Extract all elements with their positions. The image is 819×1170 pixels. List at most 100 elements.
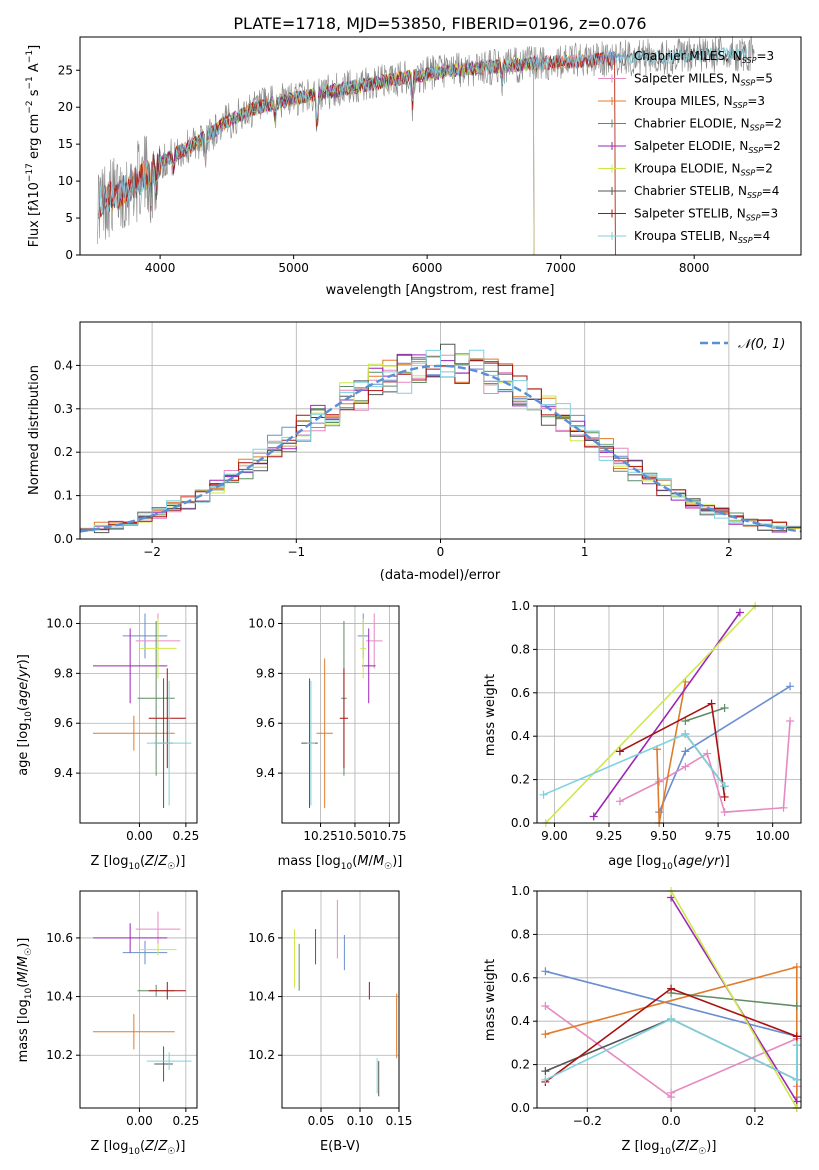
weight-age-yticks: 0.0 0.2 0.4 0.6 0.8 1.0 xyxy=(511,599,537,830)
y-tick-label: 0.4 xyxy=(511,729,530,743)
mass-z-marks xyxy=(93,911,192,1082)
y-tick-label: 0.4 xyxy=(511,1014,530,1028)
age-mass-yticks: 9.4 9.6 9.8 10.0 xyxy=(248,616,282,780)
x-tick-label: 9.75 xyxy=(705,829,732,843)
weight-point-salpeter-miles xyxy=(541,1002,550,1011)
y-tick-label: 5 xyxy=(65,211,73,225)
weight-point-chabrier-stelib xyxy=(541,1067,550,1076)
weight-z-yticks: 0.0 0.2 0.4 0.6 0.8 1.0 xyxy=(511,884,537,1115)
age-z-grid xyxy=(80,606,197,823)
spectrum-panel: 4000 5000 6000 7000 8000 0 5 10 15 20 25 waveleng… xyxy=(25,35,802,298)
x-tick-label: 9.00 xyxy=(541,829,568,843)
y-tick-label: 0.0 xyxy=(54,532,73,546)
y-tick-label: 25 xyxy=(58,63,73,77)
age-z-frame xyxy=(79,605,198,824)
weight-point-kroupa-stelib xyxy=(720,782,729,791)
weight-point-chabrier-elodie xyxy=(792,1002,801,1011)
residuals-xticks: −2 −1 0 1 2 xyxy=(143,539,733,559)
age-mass-grid xyxy=(282,606,399,823)
weight-age-marks xyxy=(539,602,795,827)
y-tick-label: 10.4 xyxy=(248,990,275,1004)
residuals-ylabel: Normed distribution xyxy=(27,365,42,495)
x-tick-label: −1 xyxy=(287,545,305,559)
weight-point-chabrier-miles xyxy=(681,747,690,756)
x-tick-label: 8000 xyxy=(679,261,710,275)
x-tick-label: 9.50 xyxy=(650,829,677,843)
y-tick-label: 10.2 xyxy=(46,1048,73,1062)
figure-title: PLATE=1718, MJD=53850, FIBERID=0196, z=0… xyxy=(233,14,646,33)
weight-line-kroupa-stelib xyxy=(545,1018,798,1082)
y-tick-label: 9.8 xyxy=(54,666,73,680)
spectrum-xticks: 4000 5000 6000 7000 8000 xyxy=(145,255,710,275)
y-tick-label: 0.3 xyxy=(54,402,73,416)
mass-z-frame xyxy=(79,890,198,1109)
mass-vs-metallicity-panel: 0.00 0.25 10.2 10.4 10.6 Z [log10(Z/Z☉)] ma… xyxy=(16,890,199,1157)
spectrum-marks xyxy=(97,35,755,256)
histogram-kroupa-stelib xyxy=(79,349,801,539)
y-tick-label: 0.2 xyxy=(511,773,530,787)
x-tick-label: 9.25 xyxy=(596,829,623,843)
weight-z-ylabel: mass weight xyxy=(483,959,498,1041)
weight-point-kroupa-stelib xyxy=(792,1075,801,1084)
spectrum-frame xyxy=(79,36,802,256)
y-tick-label: 1.0 xyxy=(511,599,530,613)
weight-point-salpeter-elodie xyxy=(735,608,744,617)
y-tick-label: 0 xyxy=(65,248,73,262)
weight-line-kroupa-elodie xyxy=(545,605,756,824)
weight-point-salpeter-elodie xyxy=(589,812,598,821)
age-vs-metallicity-panel: 0.00 0.25 9.4 9.6 9.8 10.0 Z [log10(Z/Z☉)] a… xyxy=(16,605,199,872)
weight-point-salpeter-miles xyxy=(667,1088,676,1097)
weight-line-kroupa-elodie xyxy=(670,890,798,1109)
weight-point-salpeter-miles xyxy=(720,808,729,817)
age-mass-marks xyxy=(301,613,383,809)
weight-line-chabrier-elodie xyxy=(685,707,725,722)
weight-point-salpeter-miles xyxy=(779,803,788,812)
weight-point-salpeter-stelib xyxy=(707,699,716,708)
x-tick-label: −2 xyxy=(143,545,161,559)
x-tick-label: 5000 xyxy=(278,261,309,275)
y-tick-label: 0.2 xyxy=(511,1058,530,1072)
weight-vs-metallicity-panel: −0.2 0.0 0.2 0.0 0.2 0.4 0.6 0.8 1.0 Z [log10(Z… xyxy=(483,884,802,1157)
y-tick-label: 20 xyxy=(58,100,73,114)
age-vs-mass-panel: 10.25 10.50 10.75 9.4 9.6 9.8 10.0 mass [log1… xyxy=(248,605,407,872)
x-tick-label: 0.0 xyxy=(662,1114,681,1128)
residuals-xlabel: (data-model)/error xyxy=(380,568,501,583)
weight-z-frame xyxy=(536,890,802,1109)
x-tick-label: 0.2 xyxy=(745,1114,764,1128)
x-tick-label: 0.10 xyxy=(347,1114,374,1128)
x-tick-label: 0.25 xyxy=(172,829,199,843)
x-tick-label: 0 xyxy=(437,545,445,559)
y-tick-label: 10.2 xyxy=(248,1048,275,1062)
x-tick-label: 2 xyxy=(725,545,733,559)
residuals-yticks: 0.0 0.1 0.2 0.3 0.4 xyxy=(54,358,80,546)
y-tick-label: 0.2 xyxy=(54,445,73,459)
legend-label-salpeter-miles: Salpeter MILES, NSSP=5 xyxy=(634,72,773,88)
legend-label-normal: 𝒩(0, 1) xyxy=(738,337,785,352)
legend-label-chabrier-elodie: Chabrier ELODIE, NSSP=2 xyxy=(634,117,782,133)
y-tick-label: 0.0 xyxy=(511,1101,530,1115)
age-z-xlabel: Z [log10(Z/Z☉)] xyxy=(91,854,186,872)
y-tick-label: 9.4 xyxy=(256,766,275,780)
age-z-yticks: 9.4 9.6 9.8 10.0 xyxy=(46,616,80,780)
model-spectrum-kroupa-stelib xyxy=(98,47,748,219)
spectrum-ylabel: Flux [fλ10−17 erg cm−2 s−1 A−1] xyxy=(25,45,42,247)
model-spectrum-salpeter-stelib xyxy=(98,51,616,256)
age-z-marks xyxy=(93,613,192,809)
weight-age-ylabel: mass weight xyxy=(483,674,498,756)
x-tick-label: 10.25 xyxy=(303,829,337,843)
y-tick-label: 0.4 xyxy=(54,358,73,372)
mass-z-xticks: 0.00 0.25 xyxy=(126,1108,199,1128)
y-tick-label: 9.8 xyxy=(256,666,275,680)
y-tick-label: 10.0 xyxy=(248,616,275,630)
y-tick-label: 0.0 xyxy=(511,816,530,830)
legend-label-chabrier-miles: Chabrier MILES, NSSP=3 xyxy=(634,49,774,65)
x-tick-label: 4000 xyxy=(145,261,176,275)
mass-ebv-frame xyxy=(281,890,400,1109)
y-tick-label: 10.6 xyxy=(46,931,73,945)
mass-z-ylabel: mass [log10(M/M☉)] xyxy=(16,938,34,1063)
x-tick-label: 0.25 xyxy=(172,1114,199,1128)
x-tick-label: 0.05 xyxy=(308,1114,335,1128)
weight-point-kroupa-stelib xyxy=(792,1041,801,1050)
weight-point-chabrier-elodie xyxy=(720,703,729,712)
